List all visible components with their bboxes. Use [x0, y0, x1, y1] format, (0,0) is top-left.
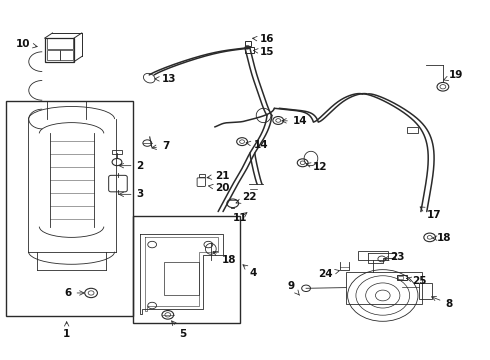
Text: 20: 20	[209, 183, 229, 193]
Bar	[45, 38, 74, 62]
Text: 18: 18	[213, 252, 236, 265]
Text: 15: 15	[253, 46, 274, 57]
Text: 1: 1	[63, 322, 70, 339]
Text: 9: 9	[288, 281, 299, 295]
Text: 7: 7	[152, 141, 170, 151]
Text: 8: 8	[432, 296, 453, 309]
Bar	[398, 276, 403, 279]
Bar	[407, 127, 418, 134]
Text: 22: 22	[236, 192, 257, 203]
Text: 12: 12	[306, 162, 327, 172]
Text: 11: 11	[233, 213, 247, 222]
Text: 23: 23	[385, 252, 405, 262]
Text: 2: 2	[119, 161, 144, 171]
Text: 17: 17	[420, 207, 441, 220]
Text: 19: 19	[443, 70, 464, 81]
Text: 24: 24	[318, 269, 340, 279]
Text: 10: 10	[16, 39, 37, 49]
Bar	[5, 101, 133, 316]
Bar	[397, 275, 407, 280]
Bar	[164, 262, 198, 295]
Text: 25: 25	[407, 276, 427, 286]
Text: 5: 5	[172, 321, 186, 339]
Text: 4: 4	[243, 265, 257, 278]
Bar	[245, 47, 254, 53]
Bar	[358, 251, 388, 260]
Bar	[47, 50, 60, 60]
Bar	[112, 149, 122, 154]
Bar	[47, 39, 73, 49]
Text: 13: 13	[155, 74, 176, 84]
Bar	[245, 41, 251, 46]
Bar	[60, 50, 73, 60]
Text: 14: 14	[246, 140, 269, 150]
Text: 21: 21	[207, 171, 229, 181]
Text: 6: 6	[64, 288, 84, 298]
Text: 3: 3	[119, 189, 144, 199]
Text: 18: 18	[433, 233, 451, 243]
Bar	[419, 283, 432, 299]
Bar	[346, 272, 422, 305]
Bar	[198, 174, 205, 177]
Text: 16: 16	[252, 35, 274, 44]
Text: 14: 14	[282, 116, 308, 126]
Bar	[133, 216, 240, 323]
